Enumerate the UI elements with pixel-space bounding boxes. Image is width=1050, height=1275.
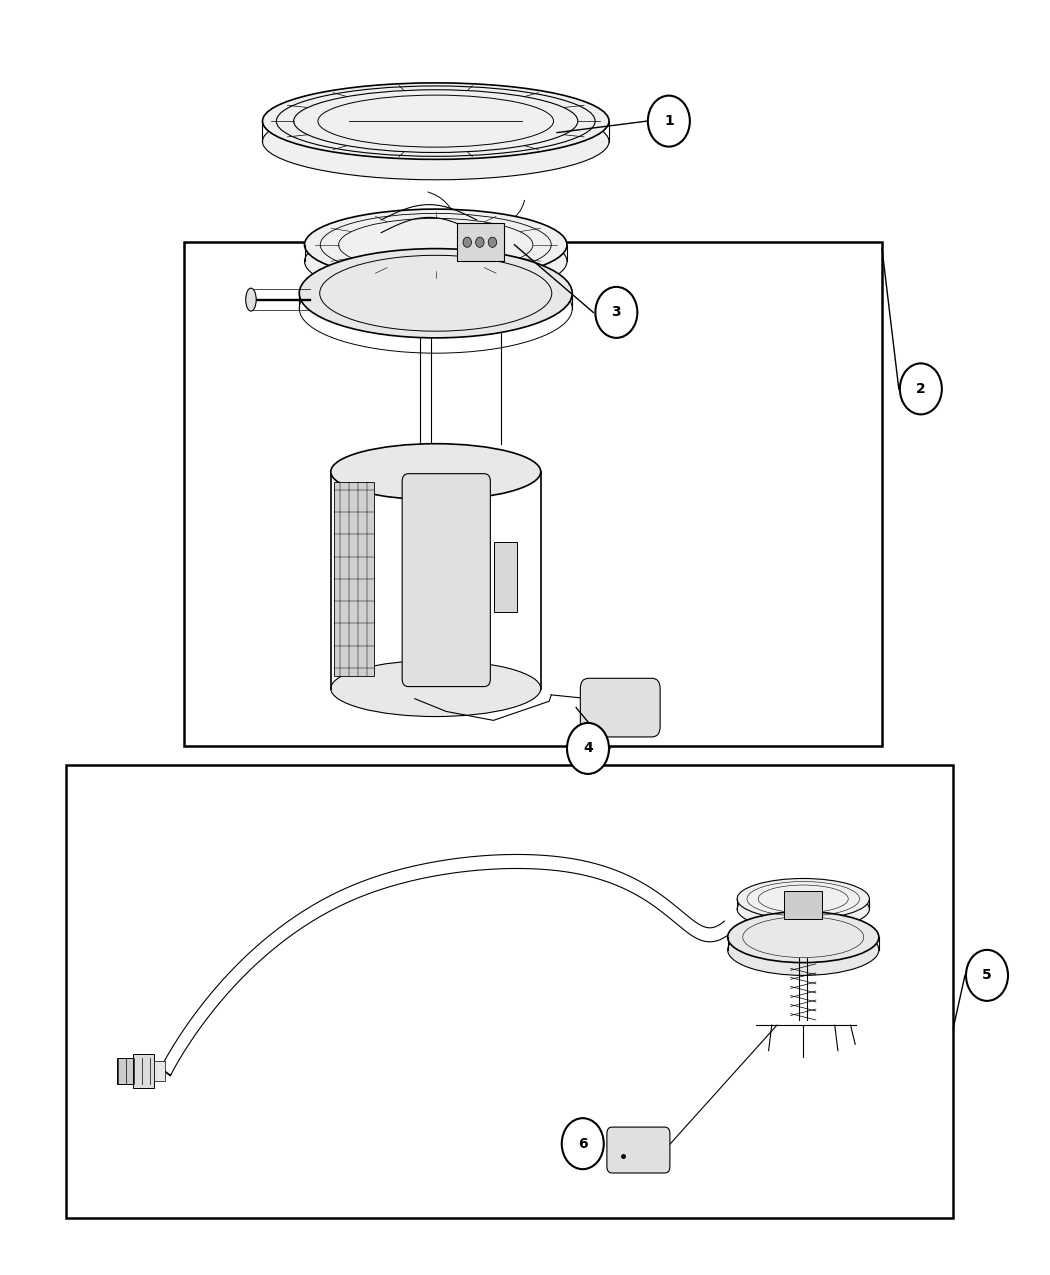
Ellipse shape xyxy=(262,83,609,159)
Text: 5: 5 xyxy=(982,969,992,982)
Text: 2: 2 xyxy=(916,382,926,395)
Ellipse shape xyxy=(246,288,256,311)
Circle shape xyxy=(966,950,1008,1001)
Circle shape xyxy=(567,723,609,774)
Circle shape xyxy=(488,237,497,247)
Bar xyxy=(154,1061,165,1081)
FancyBboxPatch shape xyxy=(402,473,490,686)
Bar xyxy=(494,542,517,612)
Ellipse shape xyxy=(262,103,609,180)
Text: 4: 4 xyxy=(583,742,593,755)
Ellipse shape xyxy=(304,226,567,297)
Bar xyxy=(133,1054,154,1088)
Bar xyxy=(184,242,882,746)
Ellipse shape xyxy=(304,209,567,280)
FancyBboxPatch shape xyxy=(607,1127,670,1173)
Text: 1: 1 xyxy=(664,115,674,128)
FancyBboxPatch shape xyxy=(581,678,660,737)
Ellipse shape xyxy=(331,660,541,717)
Ellipse shape xyxy=(299,249,572,338)
Text: 6: 6 xyxy=(578,1137,588,1150)
Circle shape xyxy=(562,1118,604,1169)
Bar xyxy=(457,223,504,261)
Ellipse shape xyxy=(728,924,879,975)
Circle shape xyxy=(463,237,471,247)
Ellipse shape xyxy=(737,889,869,929)
Bar xyxy=(334,482,374,676)
Ellipse shape xyxy=(331,444,541,500)
Circle shape xyxy=(900,363,942,414)
Circle shape xyxy=(595,287,637,338)
Text: 3: 3 xyxy=(611,306,622,319)
Ellipse shape xyxy=(728,912,879,963)
Circle shape xyxy=(476,237,484,247)
Bar xyxy=(66,765,953,1218)
Bar xyxy=(117,1058,133,1084)
Ellipse shape xyxy=(737,878,869,919)
Bar xyxy=(784,891,822,919)
Circle shape xyxy=(648,96,690,147)
